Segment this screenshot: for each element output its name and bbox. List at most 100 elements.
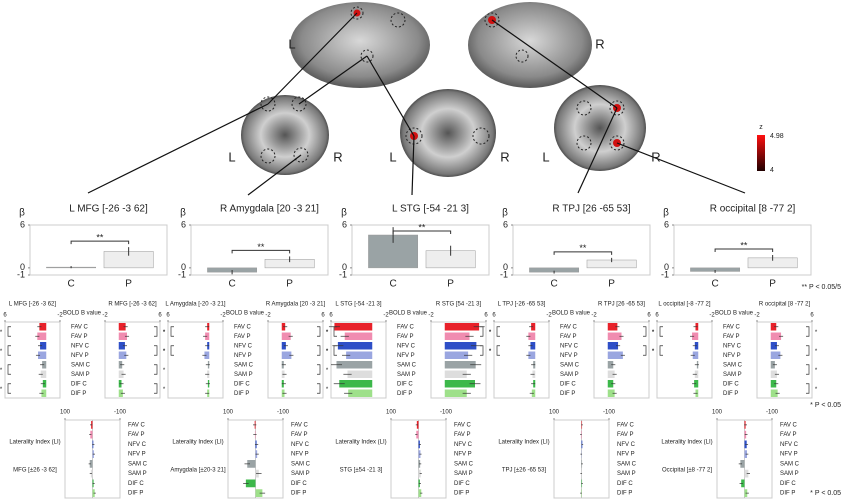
chart-title: R TPJ [26 -65 53] bbox=[552, 204, 630, 215]
bar bbox=[336, 361, 373, 369]
y-tick-label: 0 bbox=[20, 262, 25, 272]
significance-label: * bbox=[652, 330, 655, 336]
category-label: NFV C bbox=[234, 343, 253, 349]
chart-title: R MFG [-26 -3 62] bbox=[108, 302, 157, 308]
significance-label: * bbox=[489, 349, 492, 355]
roi-circle bbox=[484, 12, 500, 28]
x-tick-label: 100 bbox=[223, 410, 234, 416]
category-label: DIF C bbox=[454, 481, 470, 487]
chart-title: L MFG [-26 -3 62] bbox=[9, 302, 56, 308]
significance-label: * bbox=[652, 349, 655, 355]
bar bbox=[607, 389, 615, 397]
category-label: NFV C bbox=[617, 442, 636, 448]
category-label: NFV C bbox=[397, 343, 416, 349]
category-label: SAM P bbox=[560, 372, 579, 378]
significance-label: * bbox=[0, 387, 3, 393]
chart-title: R occipital [8 -77 2] bbox=[710, 204, 796, 215]
significance-bracket bbox=[317, 345, 321, 356]
x-tick-label: 100 bbox=[549, 410, 560, 416]
chart-title: L occipital [-8 -77 2] bbox=[658, 302, 710, 308]
x-tick-label: -2 bbox=[754, 313, 760, 319]
x-axis-label: BOLD B value bbox=[226, 311, 265, 317]
category-label: FAV C bbox=[71, 324, 89, 330]
category-label: NFV P bbox=[234, 353, 252, 359]
bar bbox=[204, 351, 210, 359]
arrow bbox=[366, 55, 415, 137]
significance-bracket bbox=[806, 383, 810, 394]
significance-bracket bbox=[154, 364, 158, 375]
significance-label: ** bbox=[579, 243, 587, 253]
x-tick-label: -2 bbox=[709, 313, 715, 319]
category-label: DIF C bbox=[397, 381, 413, 387]
colorbar bbox=[757, 135, 765, 171]
significance-label: * bbox=[326, 349, 329, 355]
category-label: SAM C bbox=[454, 461, 474, 467]
category-label: NFV C bbox=[291, 442, 310, 448]
category-label: DIF P bbox=[291, 491, 306, 497]
x-tick-label: -100 bbox=[440, 410, 453, 416]
region-label: Occipital [±8 -77 2] bbox=[662, 468, 712, 474]
significance-label: * bbox=[652, 330, 655, 336]
bar bbox=[346, 351, 373, 359]
bar bbox=[770, 342, 777, 350]
category-label: SAM C bbox=[234, 362, 254, 368]
category-label: DIF C bbox=[617, 481, 633, 487]
hemisphere-label: L bbox=[542, 149, 549, 164]
bar bbox=[444, 342, 477, 350]
significance-bracket bbox=[643, 326, 647, 337]
x-tick-label: 6 bbox=[655, 313, 659, 319]
plot-frame bbox=[351, 224, 490, 276]
bar bbox=[692, 351, 699, 359]
brain-right-lateral bbox=[468, 2, 592, 88]
category-label: DIF C bbox=[560, 381, 576, 387]
hemisphere-label: R bbox=[651, 149, 660, 164]
significance-label: * bbox=[815, 387, 818, 393]
bar bbox=[692, 332, 699, 340]
bar bbox=[245, 479, 256, 488]
roi-circle bbox=[260, 96, 276, 112]
category-label: SAM P bbox=[397, 372, 416, 378]
bar bbox=[528, 332, 536, 340]
significance-bracket bbox=[806, 364, 810, 375]
bar bbox=[334, 323, 373, 331]
significance-label: * bbox=[0, 349, 3, 355]
y-axis-label: Laterality Index (LI) bbox=[498, 440, 549, 446]
significance-label: * bbox=[326, 330, 329, 336]
x-tick-label: 6 bbox=[166, 313, 170, 319]
bar bbox=[418, 489, 422, 497]
x-tick-label: -2 bbox=[383, 313, 389, 319]
category-label: SAM C bbox=[560, 362, 580, 368]
arrow bbox=[577, 107, 618, 194]
y-tick-label: 0 bbox=[342, 262, 347, 272]
x-tick-label: -2 bbox=[546, 313, 552, 319]
bar bbox=[607, 332, 622, 340]
chart-title: R STG [54 -21 3] bbox=[436, 302, 482, 308]
significance-bracket bbox=[7, 345, 11, 356]
category-label: NFV P bbox=[454, 452, 472, 458]
y-tick-label: 0 bbox=[181, 262, 186, 272]
y-axis-label: Laterality Index (LI) bbox=[335, 440, 386, 446]
hemisphere-label: L bbox=[228, 149, 235, 164]
category-label: NFV P bbox=[617, 452, 635, 458]
bar bbox=[770, 389, 778, 397]
significance-bracket bbox=[659, 345, 663, 356]
roi-circle bbox=[260, 148, 276, 164]
category-label: SAM C bbox=[723, 362, 743, 368]
brain-axial bbox=[554, 85, 646, 171]
arrow bbox=[87, 103, 269, 194]
x-tick-label: C bbox=[711, 279, 718, 290]
significance-bracket bbox=[170, 345, 174, 356]
category-label: DIF P bbox=[617, 491, 632, 497]
bar bbox=[344, 332, 373, 340]
plot-frame bbox=[330, 321, 387, 399]
hemisphere-label: R bbox=[333, 149, 342, 164]
category-label: FAV C bbox=[128, 422, 146, 428]
bar bbox=[607, 323, 618, 331]
x-tick-label: -2 bbox=[57, 313, 63, 319]
category-label: DIF C bbox=[71, 381, 87, 387]
category-label: DIF C bbox=[780, 481, 796, 487]
category-label: FAV P bbox=[780, 432, 797, 438]
significance-label: * bbox=[163, 349, 166, 355]
x-tick-label: P bbox=[447, 279, 454, 290]
y-tick-label: 6 bbox=[342, 219, 347, 229]
